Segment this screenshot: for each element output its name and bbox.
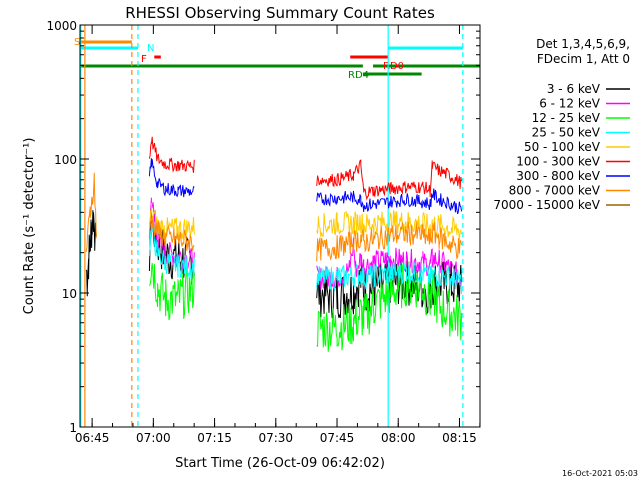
legend-label: 25 - 50 keV	[532, 126, 601, 140]
y-axis-ticks: 1 10 100 1000	[46, 19, 480, 435]
x-tick-label: 07:00	[136, 431, 171, 445]
flag-label: RD0	[383, 61, 404, 72]
series-line	[148, 158, 463, 215]
y-tick-label: 1	[69, 421, 77, 435]
legend-label: 50 - 100 keV	[524, 140, 601, 154]
flag-label: N	[147, 43, 154, 54]
x-tick-label: 08:15	[442, 431, 477, 445]
legend-label: 6 - 12 keV	[539, 97, 601, 111]
legend-header-line-1: Det 1,3,4,5,6,9,	[536, 37, 630, 51]
flag-bars: S NF RD0 RD4	[74, 37, 480, 81]
legend-label: 12 - 25 keV	[532, 111, 601, 125]
x-tick-label: 08:00	[381, 431, 416, 445]
x-axis-label: Start Time (26-Oct-09 06:42:02)	[175, 456, 385, 471]
x-axis-ticks: 06:45 07:00 07:15 07:30 07:45 08:00 08:15	[75, 25, 481, 445]
series-line	[85, 172, 463, 262]
series-line	[148, 136, 463, 201]
y-tick-label: 10	[62, 287, 77, 301]
legend-header-line-2: FDecim 1, Att 0	[537, 52, 630, 66]
y-tick-label: 100	[54, 153, 77, 167]
chart-title: RHESSI Observing Summary Count Rates	[125, 4, 435, 22]
flag-label: RD4	[348, 70, 369, 81]
legend-label: 3 - 6 keV	[547, 82, 601, 96]
x-tick-label: 07:45	[320, 431, 355, 445]
vertical-markers	[80, 25, 464, 427]
data-series	[85, 136, 463, 352]
y-axis-label: Count Rate (s⁻¹ detector⁻¹)	[22, 138, 37, 315]
footer-timestamp: 16-Oct-2021 05:03	[562, 469, 638, 478]
flag-label: F	[141, 54, 147, 65]
legend-label: 100 - 300 keV	[516, 155, 600, 169]
legend-label: 800 - 7000 keV	[509, 184, 601, 198]
x-tick-label: 07:15	[197, 431, 232, 445]
y-tick-label: 1000	[46, 19, 77, 33]
legend-label: 7000 - 15000 keV	[493, 198, 600, 212]
series-line	[148, 223, 463, 295]
x-tick-label: 06:45	[75, 431, 110, 445]
flag-label: S	[74, 37, 80, 48]
plot-frame	[79, 24, 481, 428]
x-tick-label: 07:30	[258, 431, 293, 445]
legend-label: 300 - 800 keV	[516, 169, 600, 183]
legend: Det 1,3,4,5,6,9, FDecim 1, Att 0 3 - 6 k…	[493, 37, 630, 212]
